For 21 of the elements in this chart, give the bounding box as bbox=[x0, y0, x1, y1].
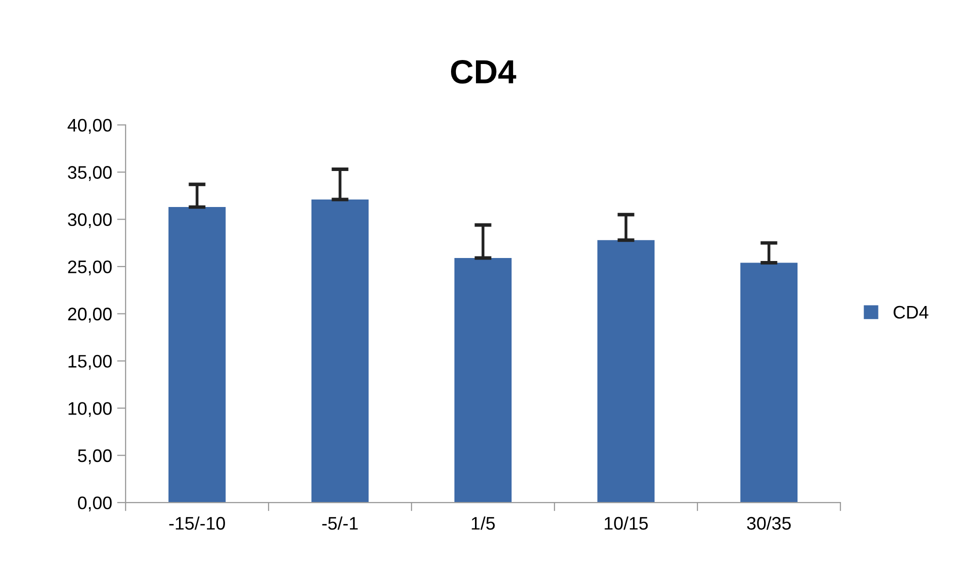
y-tick-label: 5,00 bbox=[78, 449, 112, 464]
y-tick-label: 35,00 bbox=[68, 166, 112, 181]
y-tick-label: 30,00 bbox=[68, 213, 112, 228]
y-tick-label: 25,00 bbox=[68, 260, 112, 276]
legend-label: CD4 bbox=[894, 306, 928, 319]
x-tick-label: 30/35 bbox=[747, 516, 791, 530]
x-tick-label: 10/15 bbox=[604, 516, 648, 530]
y-tick-label: 20,00 bbox=[68, 308, 112, 323]
bar bbox=[597, 240, 655, 503]
bar bbox=[311, 200, 369, 503]
x-tick-label: 1/5 bbox=[472, 516, 495, 530]
chart-title: CD4 bbox=[451, 60, 516, 84]
y-tick-label: 10,00 bbox=[68, 402, 112, 418]
bar bbox=[454, 258, 512, 503]
x-tick-label: -15/-10 bbox=[169, 516, 225, 530]
x-tick-label: -5/-1 bbox=[322, 516, 358, 530]
y-tick-label: 0,00 bbox=[78, 496, 112, 512]
y-tick-label: 40,00 bbox=[68, 118, 112, 134]
bar bbox=[740, 262, 798, 503]
bar bbox=[168, 207, 226, 503]
y-tick-label: 15,00 bbox=[68, 354, 112, 370]
